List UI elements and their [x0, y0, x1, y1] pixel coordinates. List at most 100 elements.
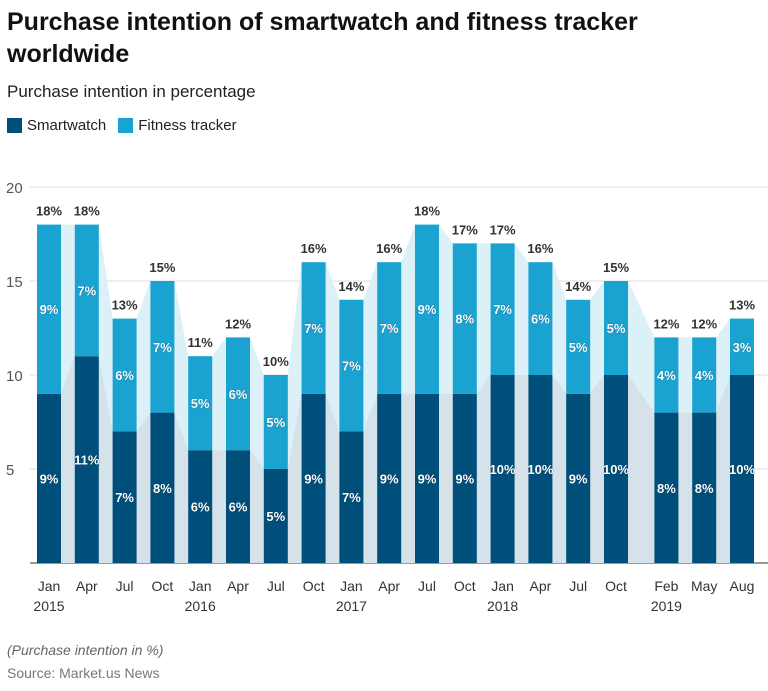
bar-fitness-tracker: [263, 375, 288, 469]
y-tick-label: 5: [6, 462, 14, 479]
bar-smartwatch: [415, 393, 439, 563]
x-tick-label: Apr: [378, 578, 400, 594]
data-label-smartwatch: 9%: [418, 471, 437, 486]
data-label-fitness-tracker: 4%: [695, 368, 714, 383]
bar-smartwatch: [452, 393, 477, 563]
data-label-total: 15%: [603, 260, 629, 275]
data-label-fitness-tracker: 5%: [191, 396, 210, 411]
data-label-fitness-tracker: 6%: [229, 387, 248, 402]
bar-fitness-tracker: [301, 262, 326, 394]
legend-item-fitness-tracker: Fitness tracker: [118, 117, 237, 134]
data-label-fitness-tracker: 7%: [304, 321, 323, 336]
x-tick-label: Jan: [340, 578, 363, 594]
bar-smartwatch: [150, 412, 175, 563]
data-label-smartwatch: 9%: [380, 471, 399, 486]
x-tick-label: Jul: [116, 578, 134, 594]
x-tick-year: 2019: [651, 598, 682, 614]
bar-fitness-tracker: [654, 337, 679, 413]
x-tick-label: Aug: [730, 578, 755, 594]
data-label-total: 18%: [74, 204, 100, 219]
data-label-smartwatch: 10%: [490, 462, 516, 477]
data-label-fitness-tracker: 5%: [266, 415, 285, 430]
bar-fitness-tracker: [339, 299, 364, 432]
bar-smartwatch: [112, 431, 137, 563]
bar-smartwatch: [566, 393, 591, 563]
x-tick-label: Jul: [267, 578, 285, 594]
data-label-smartwatch: 7%: [115, 490, 134, 505]
data-label-smartwatch: 6%: [191, 500, 210, 515]
data-label-smartwatch: 8%: [695, 481, 714, 496]
bar-fitness-tracker: [452, 243, 477, 394]
bar-fitness-tracker: [604, 281, 628, 375]
bar-smartwatch: [654, 412, 679, 563]
x-tick-label: Apr: [227, 578, 249, 594]
x-tick-label: Oct: [152, 578, 174, 594]
x-tick-label: Jul: [569, 578, 587, 594]
data-label-smartwatch: 8%: [657, 481, 676, 496]
legend-swatch-smartwatch: [7, 118, 22, 133]
bar-smartwatch: [37, 393, 61, 563]
data-label-total: 18%: [414, 204, 440, 219]
x-tick-year: 2015: [33, 598, 64, 614]
data-label-smartwatch: 8%: [153, 481, 172, 496]
bar-smartwatch: [188, 450, 213, 563]
legend: Smartwatch Fitness tracker: [7, 117, 237, 134]
bar-fitness-tracker: [226, 337, 250, 451]
legend-swatch-fitness-tracker: [118, 118, 134, 133]
data-label-fitness-tracker: 5%: [569, 340, 588, 355]
data-label-total: 17%: [490, 222, 516, 237]
legend-label: Fitness tracker: [138, 117, 237, 134]
data-label-total: 10%: [263, 354, 289, 369]
data-label-fitness-tracker: 3%: [733, 340, 752, 355]
data-label-total: 16%: [301, 241, 327, 256]
x-tick-label: Jan: [189, 578, 212, 594]
data-label-smartwatch: 7%: [342, 490, 361, 505]
bar-fitness-tracker: [528, 262, 553, 375]
data-label-smartwatch: 6%: [229, 500, 248, 515]
bar-fitness-tracker: [150, 281, 175, 413]
x-tick-label: Apr: [76, 578, 98, 594]
bar-fitness-tracker: [74, 224, 99, 357]
data-label-fitness-tracker: 7%: [493, 302, 512, 317]
data-label-smartwatch: 5%: [266, 509, 285, 524]
y-tick-label: 10: [6, 368, 23, 385]
bar-smartwatch: [226, 450, 250, 563]
x-tick-label: Jan: [491, 578, 514, 594]
data-label-fitness-tracker: 6%: [531, 312, 550, 327]
data-label-total: 11%: [188, 335, 214, 350]
bar-fitness-tracker: [730, 318, 754, 375]
data-label-total: 17%: [452, 222, 478, 237]
bar-smartwatch: [339, 431, 364, 563]
data-label-fitness-tracker: 5%: [607, 321, 626, 336]
data-label-total: 12%: [225, 316, 251, 331]
data-label-total: 13%: [112, 298, 138, 313]
data-label-smartwatch: 9%: [304, 471, 323, 486]
bar-fitness-tracker: [188, 356, 213, 451]
x-tick-year: 2017: [336, 598, 367, 614]
data-label-total: 16%: [527, 241, 553, 256]
data-label-total: 15%: [149, 260, 175, 275]
data-label-smartwatch: 11%: [74, 453, 100, 468]
x-tick-year: 2016: [185, 598, 216, 614]
bar-fitness-tracker: [112, 318, 137, 432]
bar-smartwatch: [692, 412, 717, 563]
bar-fitness-tracker: [377, 262, 402, 394]
chart-subtitle: Purchase intention in percentage: [7, 82, 256, 101]
legend-item-smartwatch: Smartwatch: [7, 117, 106, 134]
data-label-fitness-tracker: 7%: [153, 340, 172, 355]
bar-smartwatch: [74, 356, 99, 563]
bar-fitness-tracker: [490, 243, 515, 375]
y-tick-label: 20: [6, 180, 23, 197]
legend-label: Smartwatch: [27, 117, 107, 134]
data-label-fitness-tracker: 4%: [657, 368, 676, 383]
data-label-smartwatch: 10%: [603, 462, 629, 477]
data-label-fitness-tracker: 9%: [40, 302, 59, 317]
y-tick-label: 15: [6, 274, 23, 291]
bar-smartwatch: [377, 393, 402, 563]
data-label-fitness-tracker: 6%: [115, 368, 134, 383]
bar-fitness-tracker: [566, 299, 591, 394]
chart-note: (Purchase intention in %): [7, 642, 164, 658]
data-label-total: 18%: [36, 204, 62, 219]
data-label-smartwatch: 9%: [40, 471, 59, 486]
data-label-smartwatch: 9%: [455, 471, 474, 486]
